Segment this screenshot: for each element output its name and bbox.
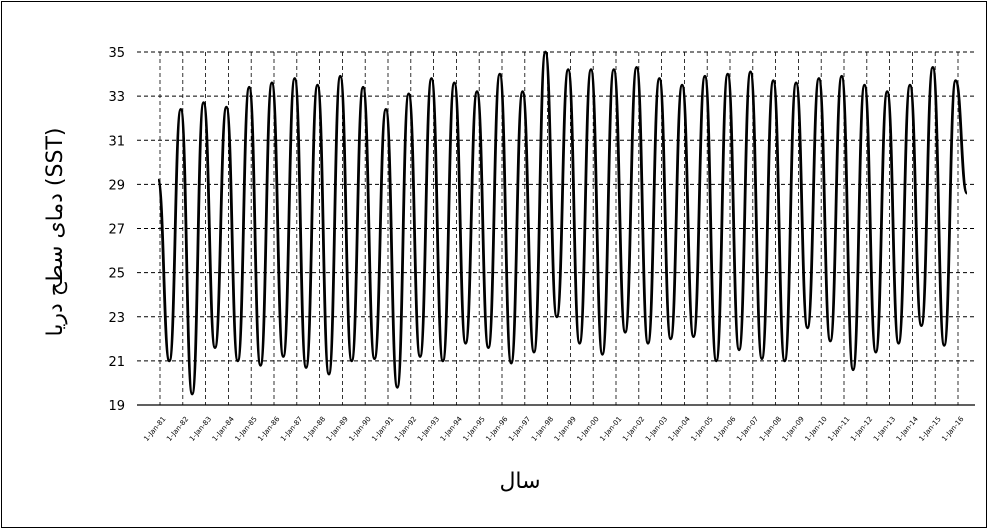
x-tick-label: 1-Jan-96 [484, 415, 510, 443]
x-tick-label: 1-Jan-05 [690, 415, 715, 443]
x-tick-label: 1-Jan-04 [667, 415, 693, 443]
x-tick-label: 1-Jan-95 [462, 415, 487, 443]
x-tick-label: 1-Jan-98 [530, 415, 555, 443]
y-tick-label: 25 [108, 267, 125, 282]
x-tick-label: 1-Jan-82 [165, 415, 190, 443]
x-tick-label: 1-Jan-81 [142, 415, 167, 443]
x-tick-label: 1-Jan-83 [188, 415, 213, 443]
x-axis-ticks: 1-Jan-811-Jan-821-Jan-831-Jan-841-Jan-85… [142, 415, 966, 443]
y-tick-label: 23 [108, 311, 125, 326]
x-tick-label: 1-Jan-91 [370, 415, 395, 443]
x-tick-label: 1-Jan-13 [872, 415, 897, 443]
y-tick-label: 31 [108, 134, 125, 149]
x-tick-label: 1-Jan-10 [804, 415, 829, 443]
x-tick-label: 1-Jan-15 [918, 415, 943, 443]
x-tick-label: 1-Jan-14 [895, 415, 921, 443]
x-tick-label: 1-Jan-01 [598, 415, 623, 443]
y-tick-label: 29 [108, 178, 125, 193]
x-tick-label: 1-Jan-88 [302, 415, 327, 443]
y-tick-label: 19 [108, 399, 125, 414]
x-tick-label: 1-Jan-06 [712, 415, 738, 443]
x-tick-label: 1-Jan-87 [279, 415, 304, 443]
x-tick-label: 1-Jan-85 [234, 415, 259, 443]
y-tick-label: 27 [108, 223, 125, 238]
sst-series-line [156, 50, 969, 396]
x-tick-label: 1-Jan-12 [849, 415, 874, 443]
x-axis-title: سال [499, 469, 540, 494]
x-tick-label: 1-Jan-11 [826, 415, 851, 443]
x-tick-label: 1-Jan-93 [416, 415, 441, 443]
y-tick-label: 21 [108, 355, 125, 370]
y-tick-label: 33 [108, 90, 125, 105]
x-tick-label: 1-Jan-08 [758, 415, 783, 443]
x-tick-label: 1-Jan-07 [735, 415, 760, 443]
x-tick-label: 1-Jan-99 [553, 415, 578, 443]
x-tick-label: 1-Jan-02 [621, 415, 646, 443]
x-tick-label: 1-Jan-84 [211, 415, 237, 443]
x-tick-label: 1-Jan-89 [325, 415, 350, 443]
x-tick-label: 1-Jan-97 [507, 415, 532, 443]
y-axis-title: دمای سطح دریا (SST) [43, 128, 68, 337]
y-tick-label: 35 [108, 46, 125, 61]
x-tick-label: 1-Jan-94 [439, 415, 465, 443]
x-tick-label: 1-Jan-09 [781, 415, 806, 443]
x-tick-label: 1-Jan-03 [644, 415, 669, 443]
x-tick-label: 1-Jan-16 [940, 415, 966, 443]
x-tick-label: 1-Jan-00 [576, 415, 601, 443]
x-tick-label: 1-Jan-90 [348, 415, 373, 443]
y-axis-ticks: 19 21 23 25 27 29 31 33 35 [108, 46, 125, 414]
x-tick-label: 1-Jan-86 [256, 415, 282, 443]
x-tick-label: 1-Jan-92 [393, 415, 418, 443]
